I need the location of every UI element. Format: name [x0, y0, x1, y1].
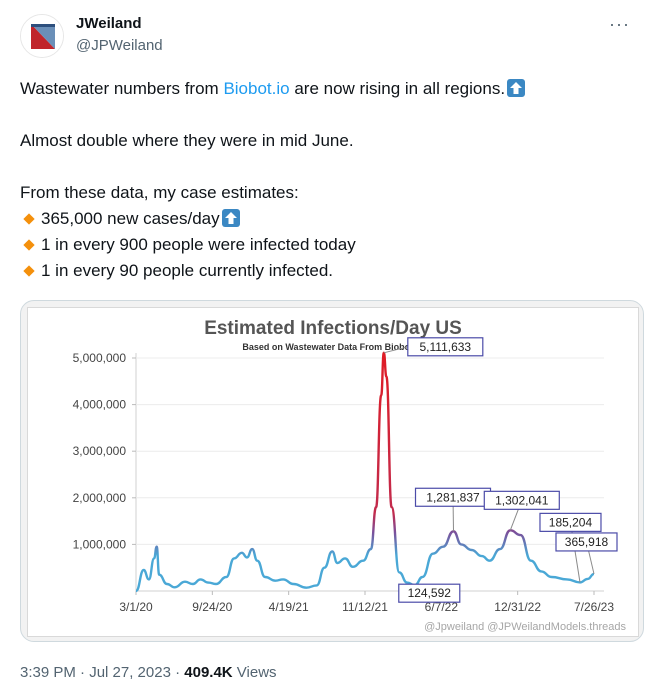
annotation-box	[407, 337, 484, 357]
annotation-box	[555, 532, 618, 552]
chart-card: Estimated Infections/Day US Based on Was…	[27, 307, 639, 637]
avatar-image	[21, 15, 63, 57]
y-tick-label: 4,000,000	[73, 398, 127, 412]
chart-watermark: @Jpweiland @JPWeilandModels.threads	[424, 621, 626, 633]
annotation-label: 1,281,837	[426, 490, 480, 504]
annotation-1: 124,592	[398, 583, 461, 603]
author-name[interactable]: JWeiland	[76, 15, 142, 32]
annotation-box	[483, 490, 560, 510]
views-label: Views	[232, 664, 277, 681]
y-tick-label: 3,000,000	[73, 444, 127, 458]
x-tick-label: 4/19/21	[269, 600, 309, 614]
tweet-header: JWeiland @JPWeiland ···	[20, 10, 640, 60]
tweet-media[interactable]: Estimated Infections/Day US Based on Was…	[20, 300, 644, 642]
tweet-footer: 3:39 PM · Jul 27, 2023 · 409.4K Views	[20, 664, 277, 681]
bullet-item-3: 1 in every 90 people currently infected.	[20, 258, 630, 284]
annotation-label: 365,918	[565, 535, 609, 549]
tweet-line-1-post: are now rising in all regions.	[289, 79, 506, 98]
tweet-line-1: Wastewater numbers from Biobot.io are no…	[20, 76, 630, 102]
bullet-item-1: 365,000 new cases/day	[20, 206, 630, 232]
orange-diamond-icon	[23, 239, 35, 251]
annotation-5: 365,918	[555, 532, 618, 575]
bullet-item-2: 1 in every 900 people were infected toda…	[20, 232, 630, 258]
biobot-link[interactable]: Biobot.io	[223, 79, 290, 98]
annotation-label: 124,592	[408, 586, 452, 600]
x-tick-label: 11/12/21	[342, 600, 388, 614]
x-tick-label: 7/26/23	[574, 600, 614, 614]
annotation-2: 1,281,837	[414, 487, 492, 532]
annotation-label: 1,302,041	[495, 493, 549, 507]
x-tick-label: 12/31/22	[494, 600, 541, 614]
annotation-label: 5,111,633	[420, 340, 472, 354]
up-arrow-icon	[221, 209, 240, 227]
up-arrow-icon	[507, 79, 526, 97]
annotation-4: 185,204	[539, 512, 602, 583]
chart-title: Estimated Infections/Day US	[204, 318, 462, 339]
orange-diamond-icon	[23, 213, 35, 225]
annotation-0: 5,111,633	[383, 337, 484, 357]
bullet-text-3: 1 in every 90 people currently infected.	[41, 261, 334, 280]
infections-chart: Estimated Infections/Day US Based on Was…	[73, 318, 627, 633]
annotation-box	[539, 512, 602, 532]
avatar[interactable]	[20, 14, 64, 58]
tweet-line-1-pre: Wastewater numbers from	[20, 79, 224, 98]
annotation-box	[398, 583, 461, 603]
view-count: 409.4K	[184, 664, 233, 681]
y-tick-label: 5,000,000	[73, 351, 127, 365]
bullet-text-1: 365,000 new cases/day	[41, 209, 220, 228]
y-tick-label: 1,000,000	[73, 537, 127, 551]
tweet-text: Wastewater numbers from Biobot.io are no…	[20, 76, 630, 284]
tweet-timestamp[interactable]: 3:39 PM · Jul 27, 2023 ·	[20, 664, 185, 681]
y-tick-label: 2,000,000	[73, 491, 127, 505]
x-tick-label: 9/24/20	[192, 600, 232, 614]
more-horizontal-icon[interactable]: ···	[609, 14, 630, 34]
tweet-line-3: From these data, my case estimates:	[20, 183, 299, 202]
annotation-leader	[383, 346, 408, 354]
tweet-line-2: Almost double where they were in mid Jun…	[20, 131, 354, 150]
orange-diamond-icon	[23, 265, 35, 277]
annotation-3: 1,302,041	[483, 490, 560, 531]
bullet-text-2: 1 in every 900 people were infected toda…	[41, 235, 356, 254]
x-tick-label: 6/7/22	[425, 600, 459, 614]
x-tick-label: 3/1/20	[119, 600, 153, 614]
annotation-label: 185,204	[549, 515, 593, 529]
chart-subtitle: Based on Wastewater Data From Biobot.io	[242, 342, 424, 352]
author-handle[interactable]: @JPWeiland	[76, 37, 163, 54]
series-line	[135, 351, 595, 593]
